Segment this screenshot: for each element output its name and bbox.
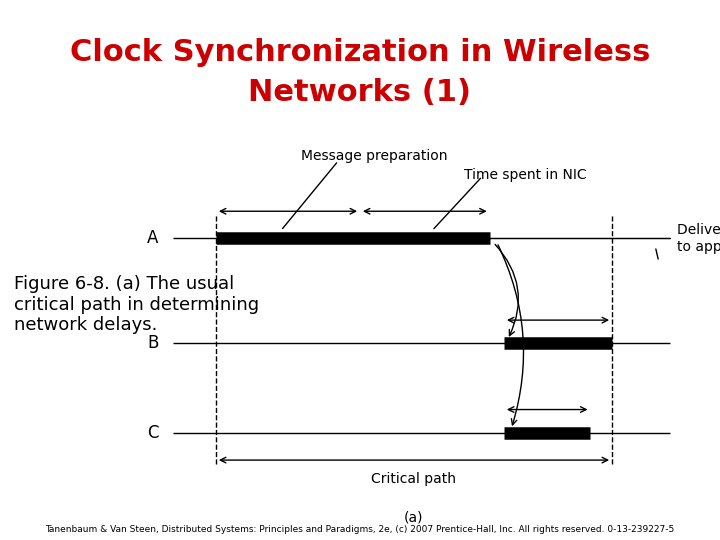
Text: Networks (1): Networks (1) xyxy=(248,78,472,107)
Text: Critical path: Critical path xyxy=(372,472,456,486)
Text: Message preparation: Message preparation xyxy=(301,149,448,163)
Text: A: A xyxy=(147,230,158,247)
Text: (a): (a) xyxy=(404,511,424,525)
Text: C: C xyxy=(147,424,158,442)
Text: Figure 6-8. (a) The usual
critical path in determining
network delays.: Figure 6-8. (a) The usual critical path … xyxy=(14,275,259,334)
Text: Delivery time
to app.: Delivery time to app. xyxy=(677,224,720,254)
Text: Tanenbaum & Van Steen, Distributed Systems: Principles and Paradigms, 2e, (c) 20: Tanenbaum & Van Steen, Distributed Syste… xyxy=(45,524,675,534)
Text: Time spent in NIC: Time spent in NIC xyxy=(464,168,587,183)
Text: Clock Synchronization in Wireless: Clock Synchronization in Wireless xyxy=(70,38,650,67)
Text: B: B xyxy=(147,334,158,353)
